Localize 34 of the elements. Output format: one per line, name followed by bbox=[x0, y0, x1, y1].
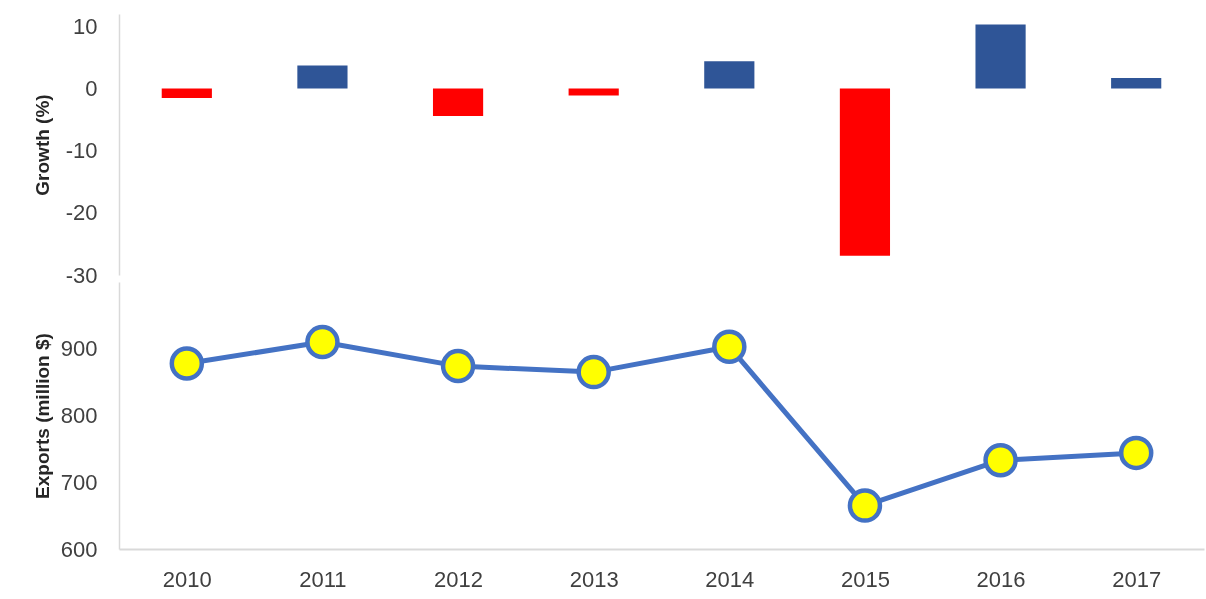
x-tick-label: 2016 bbox=[976, 566, 1026, 592]
y-tick-label: -30 bbox=[65, 262, 98, 288]
x-tick-label: 2011 bbox=[299, 566, 347, 592]
bar bbox=[704, 61, 755, 89]
point bbox=[1118, 435, 1154, 471]
bar bbox=[839, 88, 891, 256]
point bbox=[305, 324, 340, 360]
point bbox=[169, 346, 205, 381]
bar bbox=[432, 88, 484, 116]
bar bbox=[975, 24, 1026, 89]
point bbox=[712, 329, 747, 364]
bar bbox=[297, 65, 348, 89]
x-tick-label: 2014 bbox=[705, 566, 755, 592]
x-tick-label: 2017 bbox=[1112, 566, 1162, 592]
y-tick-label: 700 bbox=[60, 469, 98, 495]
y-tick-label: 800 bbox=[60, 403, 98, 428]
y-tick-label: -20 bbox=[65, 200, 98, 226]
y-tick-label: -10 bbox=[65, 138, 98, 164]
bar bbox=[1111, 78, 1162, 89]
y-tick-label: 0 bbox=[85, 76, 98, 102]
y-tick-label: 10 bbox=[73, 13, 98, 39]
point bbox=[983, 443, 1018, 478]
point bbox=[576, 354, 611, 390]
point bbox=[847, 488, 883, 523]
y-tick-label: 600 bbox=[60, 536, 98, 562]
y-axis-title: Exports (million $) bbox=[31, 333, 53, 499]
y-tick-label: 900 bbox=[60, 336, 98, 362]
x-tick-label: 2010 bbox=[162, 566, 212, 592]
point bbox=[440, 348, 476, 384]
bar bbox=[161, 88, 212, 98]
x-tick-label: 2013 bbox=[569, 566, 619, 592]
x-tick-label: 2012 bbox=[434, 566, 484, 592]
x-tick-label: 2015 bbox=[840, 566, 890, 592]
y-axis-title: Growth (%) bbox=[31, 94, 53, 196]
